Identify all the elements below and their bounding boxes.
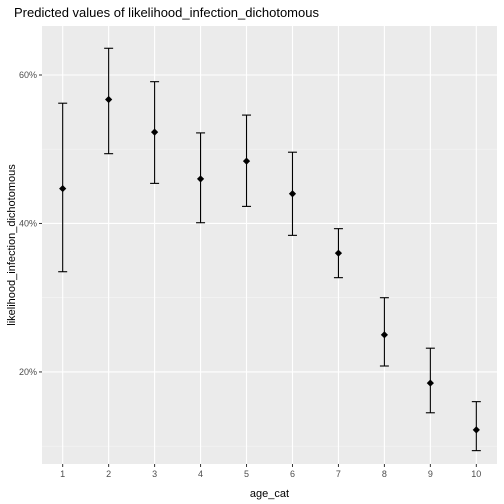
error-bar [471, 401, 481, 452]
x-tick-label: 1 [60, 469, 65, 479]
data-point [288, 190, 297, 198]
data-point [426, 379, 434, 387]
data-point [105, 95, 113, 104]
x-tick-label: 9 [428, 469, 433, 479]
y-axis-title: likelihood_infection_dichotomous [6, 164, 18, 326]
y-tick-label: 60% [19, 70, 37, 80]
y-axis: 20% 40% 60% [19, 70, 42, 377]
data-point [472, 426, 480, 434]
chart-title: Predicted values of likelihood_infection… [14, 5, 319, 20]
data-point [334, 249, 343, 257]
data-point [242, 157, 251, 165]
plot-panel [42, 26, 497, 464]
x-tick-label: 7 [336, 469, 341, 479]
data-point [196, 175, 205, 183]
x-axis: 1 2 3 4 5 6 7 8 9 10 [60, 464, 481, 479]
x-tick-label: 6 [290, 469, 295, 479]
x-tick-label: 10 [471, 469, 481, 479]
data-point [380, 331, 388, 339]
x-axis-title: age_cat [250, 488, 289, 500]
y-tick-label: 40% [19, 218, 37, 228]
x-tick-label: 3 [152, 469, 157, 479]
x-tick-label: 4 [198, 469, 203, 479]
data-points [59, 95, 480, 434]
x-tick-label: 2 [106, 469, 111, 479]
y-tick-label: 20% [19, 367, 37, 377]
data-point [151, 128, 159, 136]
data-point [59, 184, 67, 193]
x-tick-label: 5 [244, 469, 249, 479]
x-tick-label: 8 [382, 469, 387, 479]
